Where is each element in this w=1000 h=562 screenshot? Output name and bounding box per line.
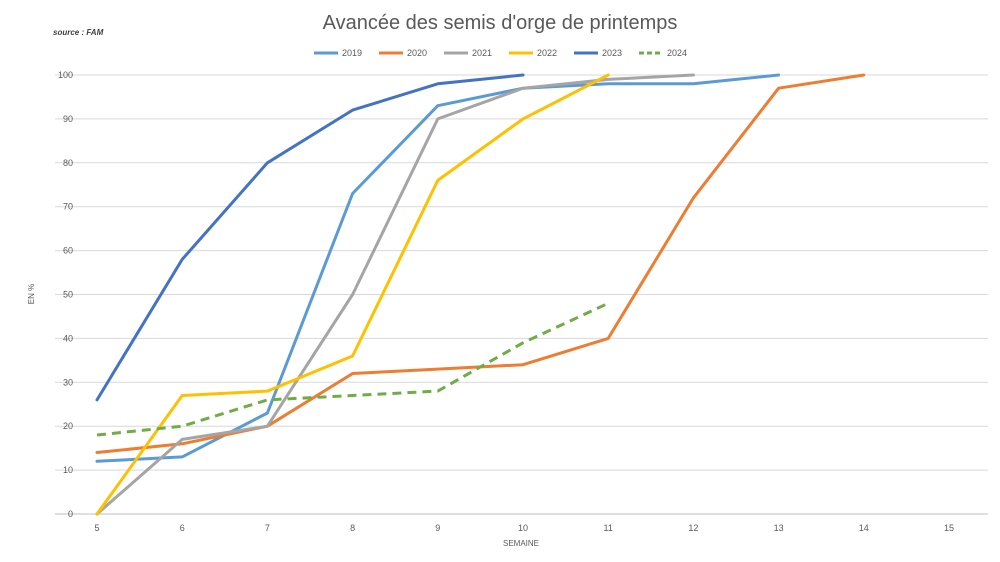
- series-line-2024: [96, 301, 609, 437]
- series-line-2020: [95, 73, 866, 454]
- x-tick-label: 12: [688, 523, 698, 533]
- y-tick-label: 70: [63, 202, 73, 212]
- y-axis-title: EN %: [27, 284, 36, 304]
- y-tick-label: 20: [63, 421, 73, 431]
- gridlines: [55, 74, 988, 515]
- y-tick-label: 0: [68, 509, 73, 519]
- y-axis-ticks: 0 10 20 30 40 50 60 70 80 90 100: [58, 70, 73, 519]
- x-axis-ticks: 5 6 7 8 9 10 11 12 13 14 15: [94, 523, 954, 533]
- x-tick-label: 10: [518, 523, 528, 533]
- y-tick-label: 80: [63, 158, 73, 168]
- legend-label-2020: 2020: [407, 48, 427, 58]
- x-tick-label: 14: [859, 523, 869, 533]
- series-line-2019: [95, 73, 781, 463]
- legend-label-2024: 2024: [667, 48, 687, 58]
- x-tick-label: 11: [604, 523, 613, 533]
- x-tick-label: 15: [944, 523, 954, 533]
- series-line-2022: [95, 73, 610, 516]
- x-tick-label: 13: [774, 523, 784, 533]
- x-axis-title: SEMAINE: [503, 539, 539, 548]
- y-tick-label: 40: [63, 333, 73, 343]
- legend-label-2023: 2023: [602, 48, 622, 58]
- chart-title: Avancée des semis d'orge de printemps: [323, 12, 678, 34]
- x-tick-label: 6: [180, 523, 185, 533]
- y-tick-label: 90: [63, 114, 73, 124]
- source-note: source : FAM: [53, 28, 104, 37]
- series-line-2023: [95, 73, 525, 402]
- y-tick-label: 10: [63, 465, 73, 475]
- x-tick-label: 8: [350, 523, 355, 533]
- legend-label-2019: 2019: [342, 48, 362, 58]
- x-tick-label: 5: [94, 523, 99, 533]
- x-tick-label: 7: [265, 523, 270, 533]
- y-tick-label: 50: [63, 290, 73, 300]
- legend: 2019 2020 2021 2022 2023 2024: [314, 48, 687, 58]
- x-tick-label: 9: [435, 523, 440, 533]
- legend-label-2021: 2021: [472, 48, 492, 58]
- series-lines: [95, 73, 866, 516]
- y-tick-label: 100: [58, 70, 73, 80]
- legend-label-2022: 2022: [537, 48, 557, 58]
- y-tick-label: 60: [63, 246, 73, 256]
- y-tick-label: 30: [63, 377, 73, 387]
